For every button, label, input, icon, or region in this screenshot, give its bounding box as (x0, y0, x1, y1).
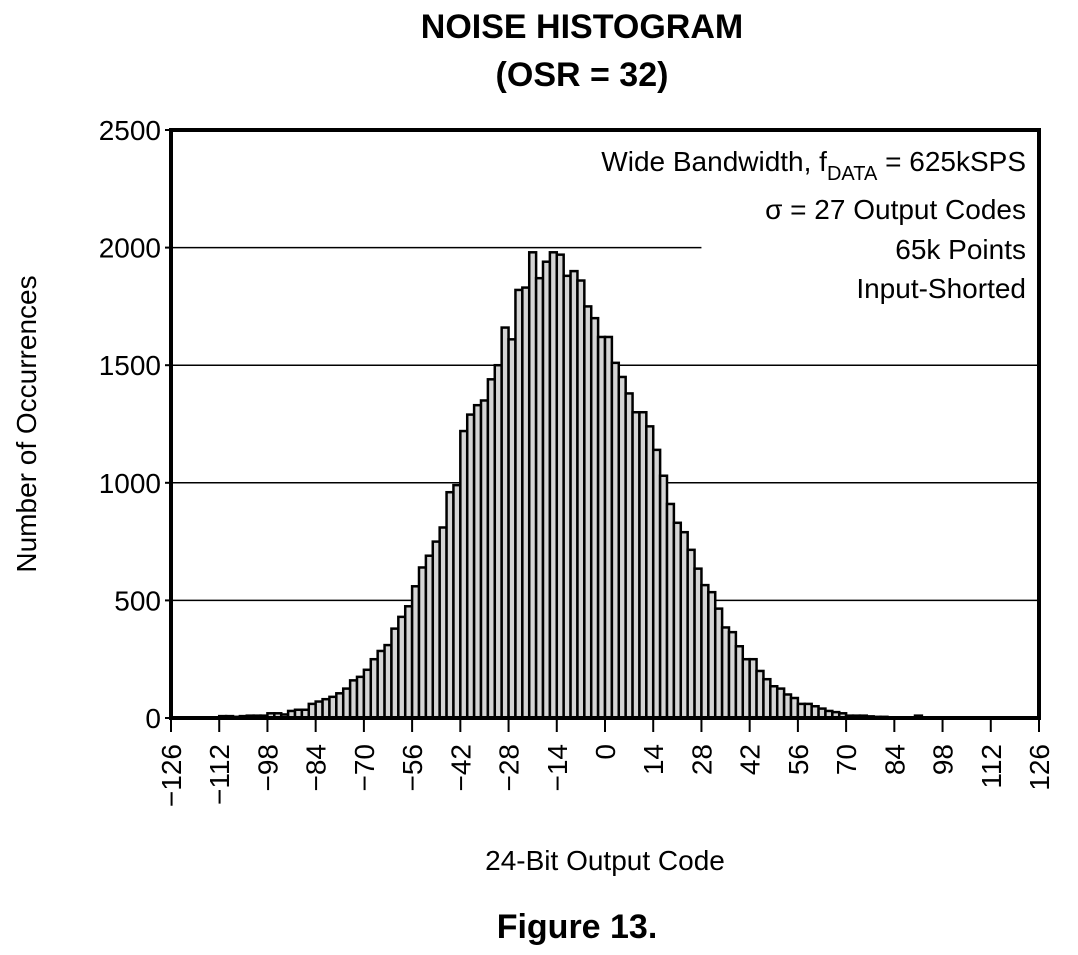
x-tick-label: −28 (494, 744, 525, 792)
x-tick-label: −112 (204, 744, 235, 805)
y-tick-label: 0 (145, 703, 161, 734)
x-tick-label: −56 (397, 744, 428, 792)
x-tick-label: −98 (252, 744, 283, 792)
y-tick-label: 2000 (99, 233, 161, 264)
x-tick-label: 70 (831, 744, 862, 775)
x-tick-label: −126 (156, 744, 187, 807)
annotation-line: 65k Points (895, 234, 1026, 265)
x-tick-label: −70 (349, 744, 380, 792)
chart-subtitle: (OSR = 32) (496, 56, 669, 94)
y-tick-label: 500 (114, 585, 161, 616)
histogram-bars (217, 251, 986, 720)
x-tick-label: 98 (928, 744, 959, 775)
chart-title: NOISE HISTOGRAM (421, 8, 743, 46)
x-tick-label: 84 (879, 744, 910, 775)
x-tick-label: 0 (590, 744, 621, 760)
figure-caption: Figure 13. (497, 908, 658, 946)
y-axis-label: Number of Occurrences (11, 275, 42, 572)
x-tick-label: 112 (976, 744, 1007, 789)
annotation-box: Wide Bandwidth, fDATA = 625kSPS σ = 27 Ou… (601, 146, 1026, 304)
x-tick-label: 126 (1024, 744, 1055, 791)
x-tick-label: −84 (301, 744, 332, 792)
x-axis-label: 24-Bit Output Code (485, 845, 725, 876)
y-tick-label: 1500 (99, 350, 161, 381)
y-tick-label: 2500 (99, 115, 161, 146)
annotation-line: Input-Shorted (856, 273, 1026, 304)
x-tick-label: −14 (542, 744, 573, 792)
y-axis-ticks: 0 500 1000 1500 2000 2500 (99, 115, 171, 734)
annotation-line: Wide Bandwidth, fDATA = 625kSPS (601, 146, 1026, 185)
annotation-line: σ = 27 Output Codes (765, 194, 1026, 225)
x-tick-label: 14 (638, 744, 669, 775)
x-axis-ticks: −126 −112 −98 −84 −70 −56 −42 −28 −14 0 14 28 42 56 70… (156, 718, 1055, 807)
y-tick-label: 1000 (99, 468, 161, 499)
x-tick-label: 42 (735, 744, 766, 775)
x-tick-label: 28 (686, 744, 717, 775)
x-tick-label: 56 (783, 744, 814, 775)
x-tick-label: −42 (445, 744, 476, 792)
